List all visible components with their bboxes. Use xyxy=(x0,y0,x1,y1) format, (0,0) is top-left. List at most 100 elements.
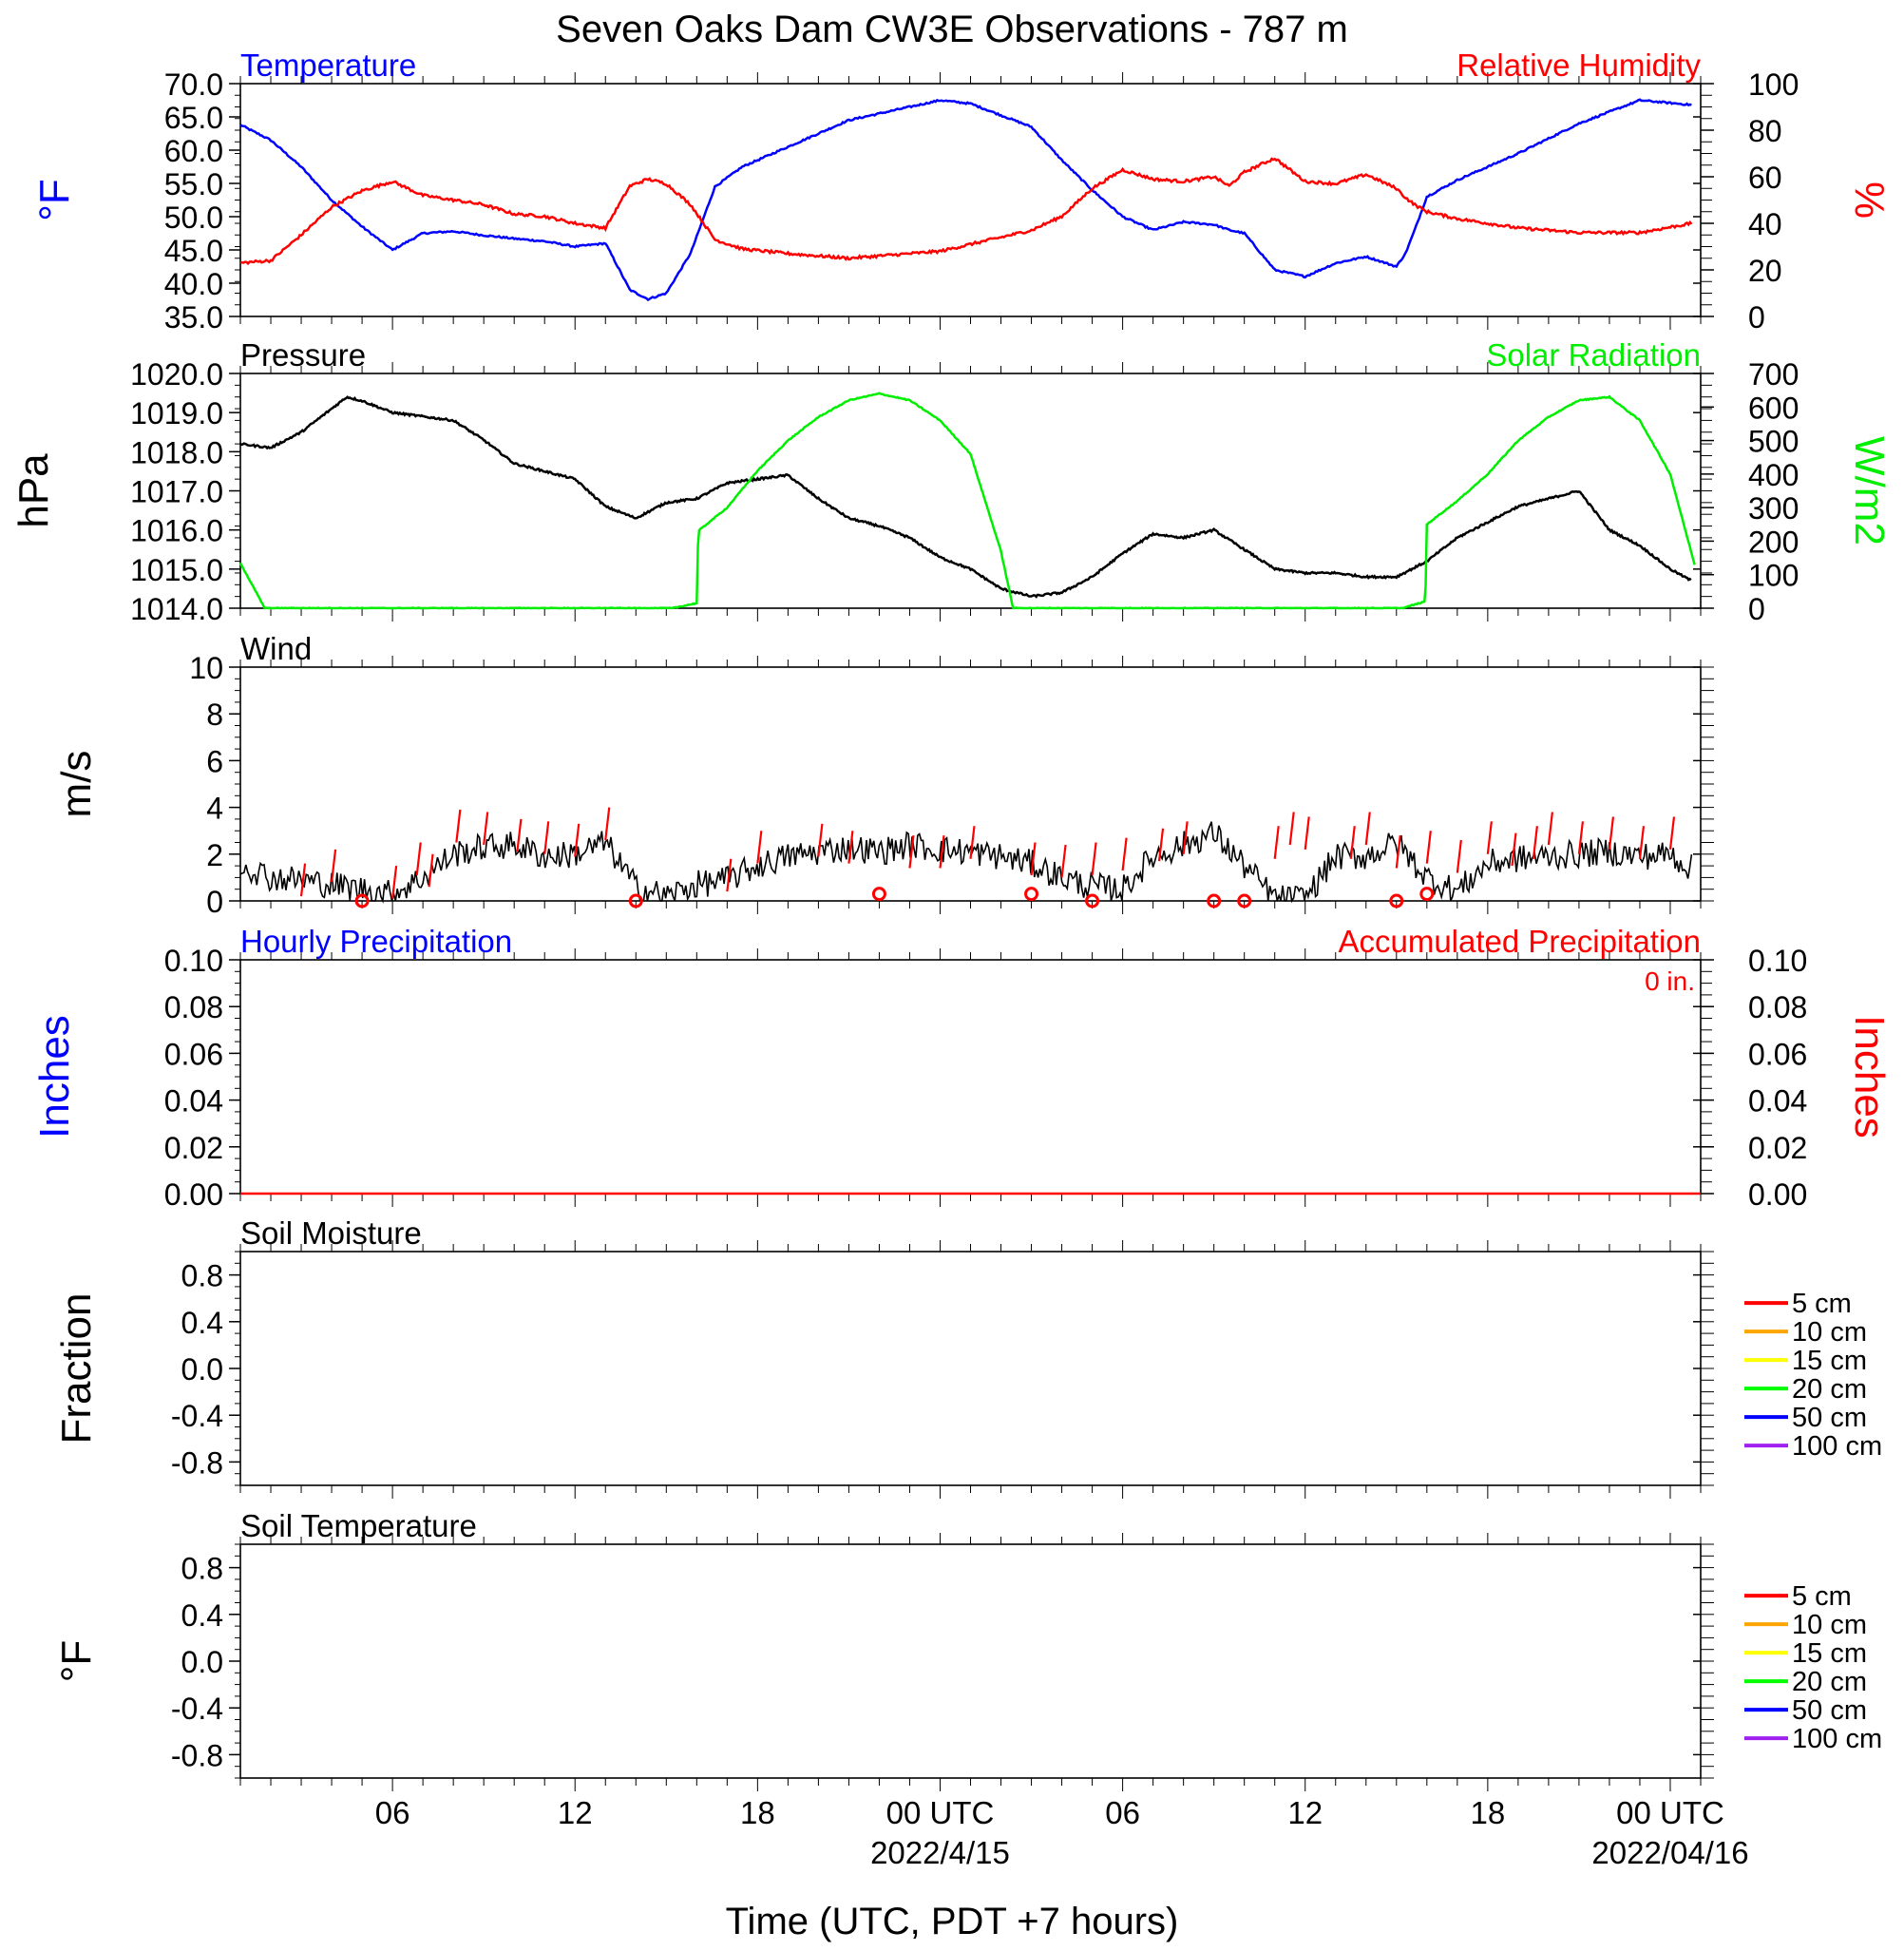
panel-label-right: Solar Radiation xyxy=(1486,337,1701,373)
x-tick-label: 06 xyxy=(375,1795,410,1830)
y-tick-label: 0 xyxy=(206,885,223,919)
series-line-temperature xyxy=(239,98,1692,302)
y-tick-label: 0.8 xyxy=(181,1552,223,1586)
gust-barb xyxy=(1668,816,1676,851)
legend-label: 50 cm xyxy=(1792,1695,1867,1726)
panel-frame xyxy=(239,1543,1702,1779)
y2-tick-label: 80 xyxy=(1748,114,1782,148)
y2-tick-label: 0.04 xyxy=(1748,1084,1807,1119)
panel-label-right: Accumulated Precipitation xyxy=(1338,924,1701,959)
y-tick-label: 1020.0 xyxy=(130,357,223,392)
y2-tick-label: 0.00 xyxy=(1748,1177,1807,1212)
y2-tick-label: 500 xyxy=(1748,425,1799,459)
y2-tick-label: 0.08 xyxy=(1748,990,1807,1024)
y-tick-label: 45.0 xyxy=(164,234,223,268)
panel-label-right: Relative Humidity xyxy=(1457,48,1701,83)
x-axis-label: Time (UTC, PDT +7 hours) xyxy=(726,1901,1179,1942)
y2-tick-label: 400 xyxy=(1748,458,1799,492)
calm-marker xyxy=(1207,893,1222,909)
y-axis-label: °F xyxy=(53,1640,100,1682)
gust-barb xyxy=(1304,816,1310,851)
gust-barb xyxy=(908,834,915,869)
gust-barb xyxy=(1608,816,1615,851)
x-tick-label: 12 xyxy=(558,1795,593,1830)
y2-tick-label: 700 xyxy=(1748,357,1799,392)
y-tick-label: 65.0 xyxy=(164,101,223,135)
gust-barb xyxy=(299,863,307,897)
y-tick-label: 0.00 xyxy=(164,1177,223,1212)
calm-marker xyxy=(354,893,370,909)
panel-label-left: Pressure xyxy=(240,337,366,373)
panel-temp-rh: 70.065.060.055.050.045.040.035.0 100 80 60 4… xyxy=(31,48,1893,335)
calm-marker xyxy=(1237,893,1252,909)
y-tick-label: 1016.0 xyxy=(130,514,223,548)
y-tick-label: -0.8 xyxy=(171,1738,223,1772)
y-tick-label: 1017.0 xyxy=(130,475,223,509)
y-tick-label: -0.8 xyxy=(171,1445,223,1480)
y-tick-label: 2 xyxy=(206,838,223,872)
calm-marker xyxy=(1024,887,1039,902)
legend-label: 100 cm xyxy=(1792,1724,1882,1754)
y2-tick-label: 60 xyxy=(1748,161,1782,195)
y-tick-label: -0.4 xyxy=(171,1399,223,1433)
y2-tick-label: 0.06 xyxy=(1748,1037,1807,1071)
gust-barb xyxy=(1425,831,1432,864)
gust-barb xyxy=(1157,828,1165,862)
y2-tick-label: 0 xyxy=(1748,300,1765,335)
y2-axis-label: W/m2 xyxy=(1846,436,1893,545)
y-tick-label: 4 xyxy=(206,792,223,826)
legend-label: 5 cm xyxy=(1792,1581,1852,1612)
chart-title: Seven Oaks Dam CW3E Observations - 787 m xyxy=(556,9,1348,50)
legend-label: 100 cm xyxy=(1792,1431,1882,1462)
y2-tick-label: 20 xyxy=(1748,254,1782,288)
y-tick-label: 70.0 xyxy=(164,67,223,102)
panel-label-left: Hourly Precipitation xyxy=(240,924,512,959)
y2-tick-label: 600 xyxy=(1748,391,1799,425)
y-tick-label: 0.4 xyxy=(181,1598,223,1633)
gust-barb xyxy=(1486,821,1493,854)
gust-barb xyxy=(483,812,489,846)
series-line-wind xyxy=(239,821,1693,905)
x-tick-label: 18 xyxy=(740,1795,775,1830)
y-tick-label: 60.0 xyxy=(164,134,223,168)
y-tick-label: 0.10 xyxy=(164,944,223,978)
calm-marker xyxy=(1389,893,1404,909)
gust-barb xyxy=(1121,837,1128,871)
panel-soil-moisture: 0.8 0.4 0.0 -0.4 -0.8 Soil Moisture Fraction 5 … xyxy=(53,1215,1882,1499)
series-line-relative-humidity xyxy=(239,157,1693,266)
gust-barb xyxy=(817,823,824,857)
y2-axis-label: % xyxy=(1846,182,1893,219)
y2-tick-label: 0.10 xyxy=(1748,944,1807,978)
panel-label-left: Soil Moisture xyxy=(240,1215,422,1251)
y2-tick-label: 0 xyxy=(1748,592,1765,626)
panel-frame xyxy=(239,373,1702,609)
x-tick-label: 06 xyxy=(1105,1795,1140,1830)
legend-label: 10 cm xyxy=(1792,1317,1867,1348)
y-tick-label: 35.0 xyxy=(164,300,223,335)
gust-barb xyxy=(455,809,462,843)
y-tick-label: 50.0 xyxy=(164,201,223,235)
y2-tick-label: 300 xyxy=(1748,491,1799,526)
gust-barb xyxy=(1060,844,1067,878)
gust-barb xyxy=(969,826,976,859)
y-tick-label: 8 xyxy=(206,698,223,732)
accum-total-annotation: 0 in. xyxy=(1645,966,1695,996)
y-tick-label: 0.0 xyxy=(181,1645,223,1679)
panel-frame xyxy=(239,666,1702,902)
legend-label: 15 cm xyxy=(1792,1638,1867,1669)
gust-barb xyxy=(1349,826,1356,859)
legend-label: 15 cm xyxy=(1792,1346,1867,1376)
legend-label: 20 cm xyxy=(1792,1667,1867,1697)
y2-axis-label: Inches xyxy=(1846,1015,1893,1138)
legend-label: 50 cm xyxy=(1792,1403,1867,1433)
panel-label-left: Temperature xyxy=(240,48,416,83)
y-tick-label: 1014.0 xyxy=(130,592,223,626)
gust-barb xyxy=(1182,821,1189,854)
gust-barb xyxy=(1030,842,1037,876)
series-line-solar-radiation xyxy=(238,392,1696,610)
y-tick-label: 0.4 xyxy=(181,1306,223,1340)
gust-barb xyxy=(1532,826,1538,859)
calm-marker xyxy=(871,887,886,902)
y-tick-label: 1018.0 xyxy=(130,435,223,469)
